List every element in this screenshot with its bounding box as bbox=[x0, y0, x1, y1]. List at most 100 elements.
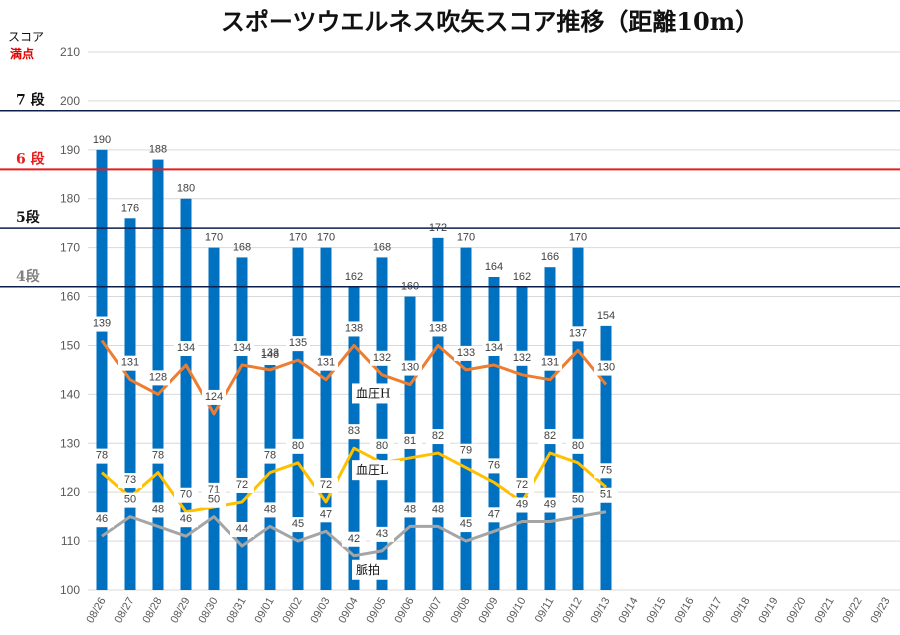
value-label-bg bbox=[342, 424, 366, 440]
series-value-label: 48 bbox=[404, 503, 416, 515]
series-value-label: 134 bbox=[233, 342, 251, 354]
y-ticks: 100 110 120 130 140 150 160 170 180 190 200 210 bbox=[60, 45, 80, 597]
value-label-bg bbox=[146, 502, 170, 518]
score-value-label: 190 bbox=[93, 134, 111, 146]
value-label-bg bbox=[314, 355, 338, 371]
series-value-label: 47 bbox=[320, 508, 332, 520]
series-value-label: 51 bbox=[600, 489, 612, 501]
value-label-bg bbox=[510, 497, 534, 513]
score-value-label: 170 bbox=[317, 232, 335, 244]
value-label-bg bbox=[510, 350, 534, 366]
x-tick-label: 08/31 bbox=[224, 596, 248, 626]
value-label-bg bbox=[230, 521, 254, 537]
series-name-label: 脈拍 bbox=[356, 562, 380, 577]
score-bar bbox=[460, 247, 472, 591]
value-label-bg bbox=[426, 429, 450, 445]
x-tick-label: 08/26 bbox=[84, 596, 108, 626]
series-value-label: 43 bbox=[376, 528, 388, 540]
value-label-bg bbox=[370, 350, 394, 366]
score-value-label: 170 bbox=[457, 232, 475, 244]
series-name-label: 血圧H bbox=[356, 386, 390, 400]
series-value-label: 80 bbox=[376, 440, 388, 452]
value-label-bg bbox=[454, 345, 478, 361]
threshold-label: 6 段 bbox=[16, 150, 45, 167]
x-tick-label: 09/20 bbox=[784, 596, 808, 626]
value-label-bg bbox=[566, 492, 590, 508]
x-tick-label: 09/10 bbox=[504, 596, 528, 626]
threshold-lines: 7 段 6 段 5段 4段 bbox=[0, 92, 900, 288]
x-tick-label: 09/18 bbox=[728, 596, 752, 626]
series-value-label: 82 bbox=[432, 430, 444, 442]
series-value-label: 75 bbox=[600, 464, 612, 476]
y-tick-label: 100 bbox=[60, 583, 80, 597]
y-tick-label: 170 bbox=[60, 241, 80, 255]
value-label-bg bbox=[174, 512, 198, 528]
score-bar bbox=[432, 237, 444, 590]
x-tick-label: 08/30 bbox=[196, 596, 220, 626]
series-line bbox=[100, 339, 608, 416]
value-label-bg bbox=[258, 448, 282, 464]
series-value-label: 132 bbox=[513, 352, 531, 364]
score-value-label: 146 bbox=[261, 349, 279, 361]
x-tick-label: 08/27 bbox=[112, 596, 136, 626]
score-value-label: 180 bbox=[177, 183, 195, 195]
x-tick-label: 09/09 bbox=[476, 596, 500, 626]
value-label-bg bbox=[454, 517, 478, 533]
series-value-label: 50 bbox=[124, 494, 136, 506]
value-label-bg bbox=[342, 321, 366, 337]
series-label-bg bbox=[352, 460, 400, 481]
value-label-bg bbox=[146, 448, 170, 464]
series-value-label: 131 bbox=[121, 357, 139, 369]
x-tick-label: 09/02 bbox=[280, 596, 304, 626]
score-value-label: 176 bbox=[121, 202, 139, 214]
value-label-bg bbox=[174, 487, 198, 503]
value-label-bg bbox=[594, 360, 618, 376]
series-value-label: 139 bbox=[93, 318, 111, 330]
score-bar bbox=[600, 325, 612, 590]
value-label-bg bbox=[314, 477, 338, 493]
value-label-bg bbox=[566, 438, 590, 454]
series-labels: 血圧H 血圧L 脈拍 bbox=[352, 383, 400, 580]
x-tick-label: 09/22 bbox=[840, 596, 864, 626]
series-value-label: 134 bbox=[177, 342, 195, 354]
series-value-label: 73 bbox=[124, 474, 136, 486]
series-name-label: 血圧L bbox=[356, 463, 388, 477]
value-label-bg bbox=[118, 355, 142, 371]
series-value-label: 46 bbox=[180, 513, 192, 525]
value-label-bg bbox=[342, 531, 366, 547]
value-label-bg bbox=[538, 429, 562, 445]
y-tick-label: 120 bbox=[60, 485, 80, 499]
series-value-label: 80 bbox=[292, 440, 304, 452]
value-label-bg bbox=[230, 341, 254, 357]
score-bar bbox=[376, 257, 388, 590]
value-label-bg bbox=[174, 341, 198, 357]
x-tick-label: 09/21 bbox=[812, 596, 836, 626]
score-bar bbox=[320, 247, 332, 591]
y-tick-label: 200 bbox=[60, 94, 80, 108]
series-value-label: 130 bbox=[401, 362, 419, 374]
series-value-label: 48 bbox=[152, 503, 164, 515]
series-line bbox=[101, 510, 607, 558]
score-value-label: 162 bbox=[345, 271, 363, 283]
series-value-label: 78 bbox=[152, 450, 164, 462]
y-tick-label: 160 bbox=[60, 290, 80, 304]
x-ticks: 08/26 08/27 08/28 08/29 08/30 08/31 09/01 09/02… bbox=[84, 596, 892, 626]
series-value-label: 138 bbox=[345, 322, 363, 334]
value-label-bg bbox=[594, 463, 618, 479]
value-label-bg bbox=[538, 355, 562, 371]
value-label-bg bbox=[286, 336, 310, 352]
score-bar bbox=[572, 247, 584, 591]
x-tick-label: 09/13 bbox=[588, 596, 612, 626]
series-label-bg bbox=[352, 559, 400, 580]
y-axis-label-score: スコア bbox=[8, 30, 44, 44]
y-tick-label: 150 bbox=[60, 338, 80, 352]
value-label-bg bbox=[118, 492, 142, 508]
value-label-bg bbox=[482, 341, 506, 357]
value-label-bg bbox=[314, 507, 338, 523]
score-value-label: 154 bbox=[597, 310, 615, 322]
score-value-label: 162 bbox=[513, 271, 531, 283]
value-label-bg bbox=[286, 517, 310, 533]
value-label-bg bbox=[398, 433, 422, 449]
series-value-label: 48 bbox=[432, 503, 444, 515]
